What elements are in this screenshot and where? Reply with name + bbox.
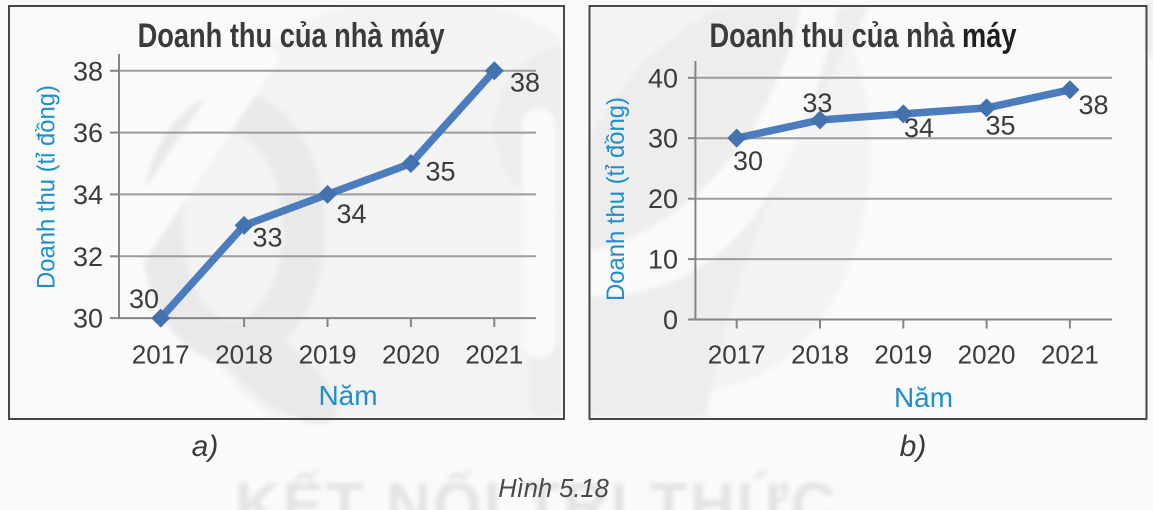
svg-text:Doanh thu (tỉ đồng): Doanh thu (tỉ đồng) bbox=[602, 97, 630, 301]
svg-text:30: 30 bbox=[73, 304, 103, 334]
svg-text:30: 30 bbox=[733, 146, 763, 176]
svg-text:Năm: Năm bbox=[894, 382, 953, 413]
svg-text:2020: 2020 bbox=[382, 340, 440, 370]
svg-text:34: 34 bbox=[904, 113, 934, 143]
svg-text:Doanh thu (tỉ đồng): Doanh thu (tỉ đồng) bbox=[33, 85, 61, 289]
svg-text:30: 30 bbox=[129, 284, 159, 314]
svg-text:40: 40 bbox=[648, 63, 678, 93]
svg-text:Doanh thu của nhà máy: Doanh thu của nhà máy bbox=[138, 17, 445, 55]
svg-text:0: 0 bbox=[663, 305, 678, 335]
svg-text:2021: 2021 bbox=[1041, 340, 1099, 370]
svg-text:b): b) bbox=[900, 430, 927, 463]
svg-text:Hình 5.18: Hình 5.18 bbox=[498, 475, 609, 503]
svg-text:KẾT NỐI TRI THỨC: KẾT NỐI TRI THỨC bbox=[235, 471, 838, 510]
svg-text:20: 20 bbox=[648, 184, 678, 214]
svg-text:38: 38 bbox=[1078, 90, 1108, 120]
svg-text:Năm: Năm bbox=[318, 380, 377, 411]
svg-text:35: 35 bbox=[985, 111, 1015, 141]
svg-text:2020: 2020 bbox=[958, 340, 1016, 370]
svg-text:10: 10 bbox=[648, 245, 678, 275]
svg-text:2019: 2019 bbox=[874, 340, 932, 370]
svg-text:2017: 2017 bbox=[132, 340, 190, 370]
svg-text:30: 30 bbox=[648, 124, 678, 154]
svg-text:Doanh thu của nhà máy: Doanh thu của nhà máy bbox=[710, 17, 1017, 55]
svg-text:a): a) bbox=[192, 430, 219, 463]
svg-text:33: 33 bbox=[252, 223, 282, 253]
svg-text:2018: 2018 bbox=[791, 340, 849, 370]
svg-text:36: 36 bbox=[73, 118, 103, 148]
svg-text:35: 35 bbox=[425, 157, 455, 187]
svg-text:38: 38 bbox=[73, 56, 103, 86]
svg-text:38: 38 bbox=[510, 68, 540, 98]
svg-text:2019: 2019 bbox=[299, 340, 357, 370]
svg-text:2018: 2018 bbox=[215, 340, 273, 370]
svg-text:34: 34 bbox=[336, 199, 366, 229]
svg-text:34: 34 bbox=[73, 180, 103, 210]
svg-text:2021: 2021 bbox=[465, 340, 523, 370]
svg-text:2017: 2017 bbox=[708, 340, 766, 370]
svg-text:32: 32 bbox=[73, 242, 103, 272]
svg-text:33: 33 bbox=[802, 88, 832, 118]
